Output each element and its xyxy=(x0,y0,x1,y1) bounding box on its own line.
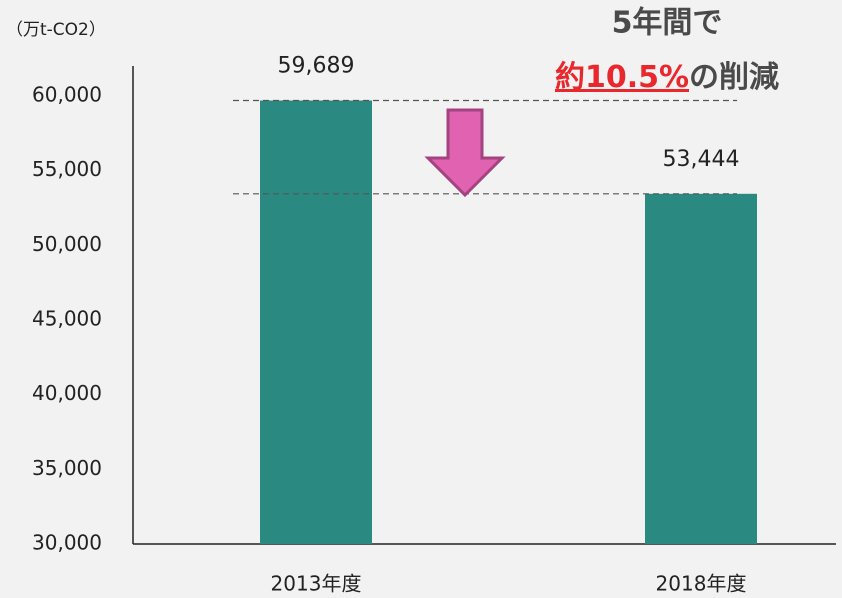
value-label: 53,444 xyxy=(663,147,740,172)
y-tick-label: 30,000 xyxy=(32,531,102,555)
annotation-rest: の削減 xyxy=(689,60,779,95)
y-tick-label: 45,000 xyxy=(32,306,102,330)
y-tick-label: 50,000 xyxy=(32,232,102,256)
annotation-highlight: 約10.5% xyxy=(555,60,689,95)
x-tick-label: 2013年度 xyxy=(271,572,362,596)
unit-label: （万t-CO2） xyxy=(6,20,106,40)
y-tick-label: 55,000 xyxy=(32,157,102,181)
x-tick-label: 2018年度 xyxy=(656,572,747,596)
y-tick-label: 35,000 xyxy=(32,456,102,480)
down-arrow xyxy=(424,108,506,198)
bar xyxy=(645,193,757,545)
value-label: 59,689 xyxy=(278,54,355,79)
y-tick-label: 60,000 xyxy=(32,82,102,106)
bar xyxy=(260,100,372,544)
annotation-line1: 5年間で xyxy=(612,6,723,41)
y-tick-label: 40,000 xyxy=(32,381,102,405)
annotation-line2: 約10.5%の削減 xyxy=(555,60,779,95)
